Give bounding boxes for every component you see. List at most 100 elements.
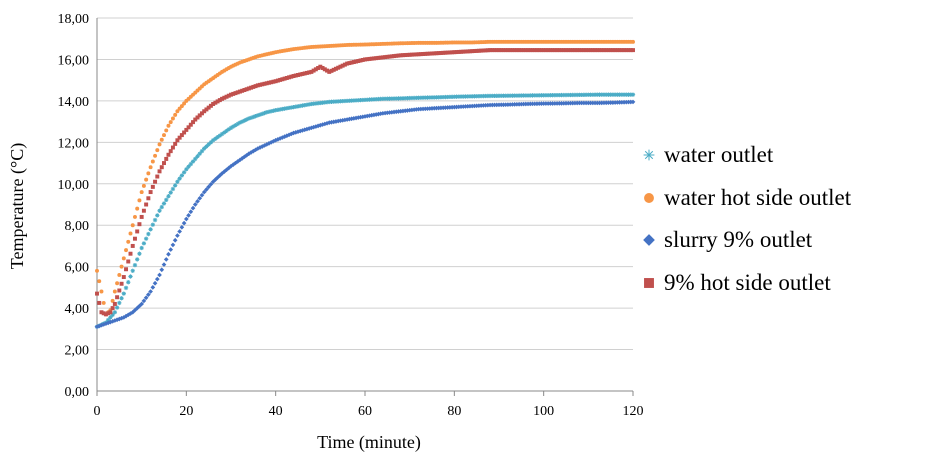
data-point [146, 171, 151, 176]
data-point [121, 275, 126, 280]
data-point [599, 92, 604, 97]
data-point [619, 92, 624, 97]
data-point [287, 75, 292, 80]
data-point [224, 128, 229, 134]
data-point [121, 291, 126, 296]
data-point [438, 95, 444, 100]
data-point [403, 53, 408, 58]
data-point [342, 117, 348, 123]
data-point [450, 50, 455, 55]
data-point [485, 102, 491, 108]
data-point [325, 68, 330, 73]
data-point [503, 93, 508, 98]
data-point [517, 48, 522, 53]
data-point [383, 55, 388, 60]
data-point [246, 86, 251, 91]
data-point [387, 54, 392, 59]
data-point [163, 257, 169, 262]
data-point [376, 55, 381, 60]
data-point [345, 61, 350, 66]
data-point [434, 51, 439, 56]
data-point [179, 133, 184, 138]
data-point [309, 69, 314, 74]
data-point [164, 156, 169, 161]
data-point [396, 53, 401, 58]
data-point [106, 311, 111, 316]
data-point [177, 176, 182, 181]
data-point [552, 48, 557, 53]
data-point [492, 48, 497, 53]
data-point [496, 93, 502, 98]
data-point [278, 77, 283, 82]
data-point [166, 152, 171, 157]
data-point [501, 48, 506, 53]
data-point [148, 289, 153, 294]
data-point [494, 48, 499, 53]
data-point [458, 94, 464, 99]
y-tick-label: 0,00 [65, 385, 90, 400]
data-point [175, 179, 180, 184]
data-point [548, 48, 553, 53]
data-point [324, 100, 330, 105]
data-point [277, 107, 283, 112]
data-point [449, 94, 455, 99]
data-point [407, 107, 413, 113]
data-point [597, 92, 602, 97]
data-point [144, 202, 149, 207]
data-point [510, 48, 515, 53]
data-point [474, 94, 479, 99]
data-point [291, 104, 296, 110]
data-point [344, 117, 350, 122]
x-tick-label: 80 [447, 404, 461, 419]
data-point [231, 124, 236, 129]
data-point [508, 93, 513, 98]
data-point [170, 242, 176, 248]
data-point [407, 95, 412, 101]
data-point [566, 92, 571, 98]
data-point [384, 110, 390, 116]
data-point [608, 48, 613, 53]
data-point [166, 123, 171, 128]
data-point [351, 98, 356, 103]
data-point [563, 92, 569, 98]
data-point [152, 280, 158, 286]
y-tick-label: 2,00 [65, 344, 90, 359]
data-point [150, 285, 156, 290]
data-point [532, 48, 537, 53]
data-point [282, 134, 287, 139]
data-point [360, 97, 365, 103]
data-point [474, 48, 479, 53]
data-point [206, 142, 211, 147]
data-point [117, 300, 122, 306]
y-tick-label: 6,00 [65, 261, 90, 276]
data-point [302, 103, 307, 108]
data-point [139, 214, 144, 219]
data-point [134, 305, 140, 311]
data-point [193, 156, 198, 162]
data-point [182, 130, 187, 135]
data-point [445, 105, 450, 110]
data-point [561, 92, 566, 98]
data-point [327, 69, 332, 74]
data-point [572, 48, 577, 53]
data-point [105, 320, 111, 326]
data-point [441, 94, 446, 100]
data-point [157, 208, 162, 213]
x-tick-label: 0 [94, 404, 101, 419]
series-4 [95, 48, 635, 317]
data-point [139, 190, 144, 195]
data-point [271, 108, 276, 113]
data-point [561, 48, 566, 53]
data-point [317, 122, 323, 128]
data-point [226, 165, 232, 171]
data-point [320, 66, 325, 70]
data-point [479, 48, 484, 53]
data-point [170, 116, 175, 121]
data-point [318, 100, 323, 106]
data-point [516, 93, 522, 98]
data-point [456, 49, 461, 54]
data-point [246, 116, 252, 121]
data-point [293, 104, 298, 109]
data-point [387, 96, 392, 101]
data-point [336, 99, 341, 104]
